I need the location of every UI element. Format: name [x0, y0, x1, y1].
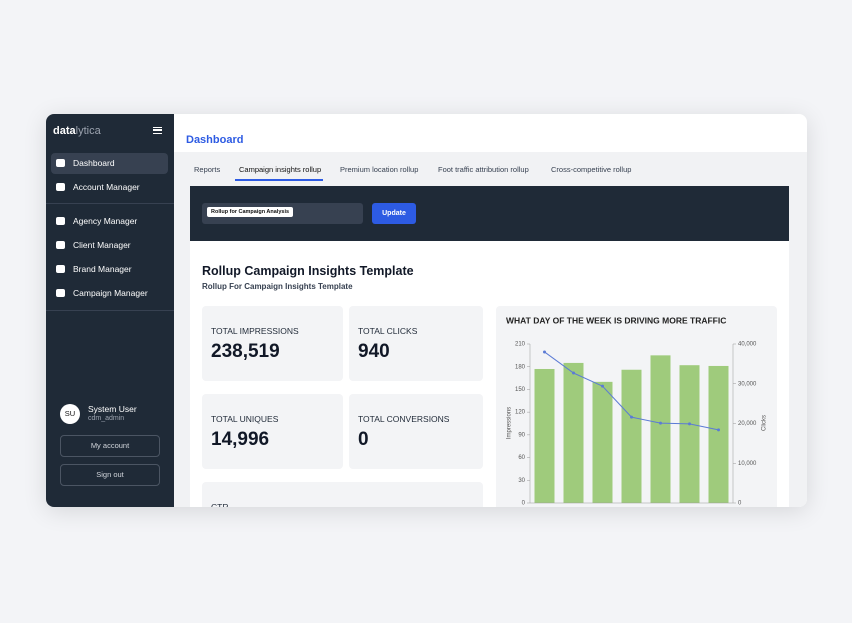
report-select[interactable]: Rollup for Campaign Analysis	[202, 203, 363, 224]
separator	[46, 203, 174, 204]
nav-item[interactable]: Brand Manager	[73, 264, 132, 274]
tab[interactable]: Cross-competitive rollup	[551, 165, 632, 174]
line-point	[630, 415, 633, 419]
bar	[534, 368, 555, 503]
report-subtitle: Rollup For Campaign Insights Template	[202, 282, 353, 291]
nav-icon	[56, 183, 65, 191]
nav-item[interactable]: Agency Manager	[73, 216, 138, 226]
avatar: SU	[60, 404, 80, 424]
nav-item[interactable]: Campaign Manager	[73, 288, 148, 298]
metric-card: CTR	[202, 482, 483, 507]
sign-out-button[interactable]: Sign out	[60, 464, 160, 486]
line-point	[601, 384, 604, 388]
button-label: Sign out	[96, 470, 124, 479]
y-tick-label: 60	[518, 455, 525, 461]
metric-label: TOTAL IMPRESSIONS	[211, 326, 299, 336]
metric-label: TOTAL CLICKS	[358, 326, 418, 336]
logo: datalytica	[53, 125, 101, 137]
metric-label: CTR	[211, 502, 229, 507]
button-label: Update	[382, 210, 406, 217]
metric-card: TOTAL IMPRESSIONS 238,519	[202, 306, 343, 381]
y-tick-label: 0	[522, 501, 526, 507]
report-title: Rollup Campaign Insights Template	[202, 264, 414, 278]
update-button[interactable]: Update	[372, 203, 416, 224]
nav-icon	[56, 241, 65, 249]
tab[interactable]: Premium location rollup	[340, 165, 419, 174]
nav-icon	[56, 265, 65, 273]
metric-card: TOTAL UNIQUES 14,996	[202, 394, 343, 469]
metric-label: TOTAL UNIQUES	[211, 414, 279, 424]
bar	[621, 369, 642, 503]
chart-title: WHAT DAY OF THE WEEK IS DRIVING MORE TRA…	[506, 315, 726, 325]
y-tick-label: 180	[515, 364, 526, 370]
nav-item[interactable]: Client Manager	[73, 240, 131, 250]
nav-item[interactable]: Dashboard	[73, 158, 115, 168]
chart-card: WHAT DAY OF THE WEEK IS DRIVING MORE TRA…	[496, 306, 777, 507]
y-axis-label: Impressions	[507, 407, 513, 439]
line-point	[717, 428, 720, 432]
line-point	[688, 422, 691, 426]
y-tick-label: 150	[515, 387, 526, 393]
page-title: Dashboard	[186, 134, 244, 146]
y-tick-label: 30	[518, 478, 525, 484]
line-point	[659, 421, 662, 425]
tab[interactable]: Campaign insights rollup	[239, 165, 322, 174]
metric-value: 940	[358, 341, 390, 362]
logo-part: lytica	[75, 125, 101, 137]
y2-tick-label: 10,000	[738, 461, 757, 467]
y-tick-label: 120	[515, 410, 526, 416]
tab[interactable]: Foot traffic attribution rollup	[438, 165, 529, 174]
bar	[708, 365, 729, 503]
line-point	[572, 371, 575, 375]
metric-card: TOTAL CLICKS 940	[349, 306, 483, 381]
y2-tick-label: 40,000	[738, 342, 757, 348]
chart: WHAT DAY OF THE WEEK IS DRIVING MORE TRA…	[506, 315, 768, 507]
select-value: Rollup for Campaign Analysis	[207, 207, 294, 217]
active-tab-underline	[235, 179, 323, 181]
metric-value: 14,996	[211, 429, 270, 450]
my-account-button[interactable]: My account	[60, 435, 160, 457]
bar	[679, 365, 700, 503]
metric-label: TOTAL CONVERSIONS	[358, 414, 450, 424]
y-tick-label: 90	[518, 432, 525, 438]
nav-icon	[56, 159, 65, 167]
bar	[650, 355, 671, 503]
active-nav-bg	[51, 153, 168, 174]
y2-tick-label: 30,000	[738, 381, 757, 387]
user-name: System User	[88, 404, 137, 414]
y2-axis-label: Clicks	[762, 415, 768, 431]
metric-card: TOTAL CONVERSIONS 0	[349, 394, 483, 469]
metric-value: 238,519	[211, 341, 280, 362]
nav-icon	[56, 289, 65, 297]
nav-icon	[56, 217, 65, 225]
separator	[46, 310, 174, 311]
y2-tick-label: 20,000	[738, 421, 757, 427]
bar	[592, 381, 613, 503]
menu-toggle[interactable]	[153, 127, 162, 134]
y2-tick-label: 0	[738, 501, 742, 507]
app-window: datalytica Dashboard Account Manager Agenc…	[46, 114, 807, 507]
nav-item[interactable]: Account Manager	[73, 182, 140, 192]
username: cdm_admin	[88, 415, 125, 422]
button-label: My account	[90, 441, 130, 450]
metric-value: 0	[358, 429, 369, 450]
sidebar: datalytica Dashboard Account Manager Agenc…	[46, 114, 174, 507]
tab[interactable]: Reports	[194, 165, 221, 174]
line-point	[543, 350, 546, 354]
y-tick-label: 210	[515, 342, 526, 348]
logo-part: data	[53, 125, 76, 137]
bar	[563, 362, 584, 503]
